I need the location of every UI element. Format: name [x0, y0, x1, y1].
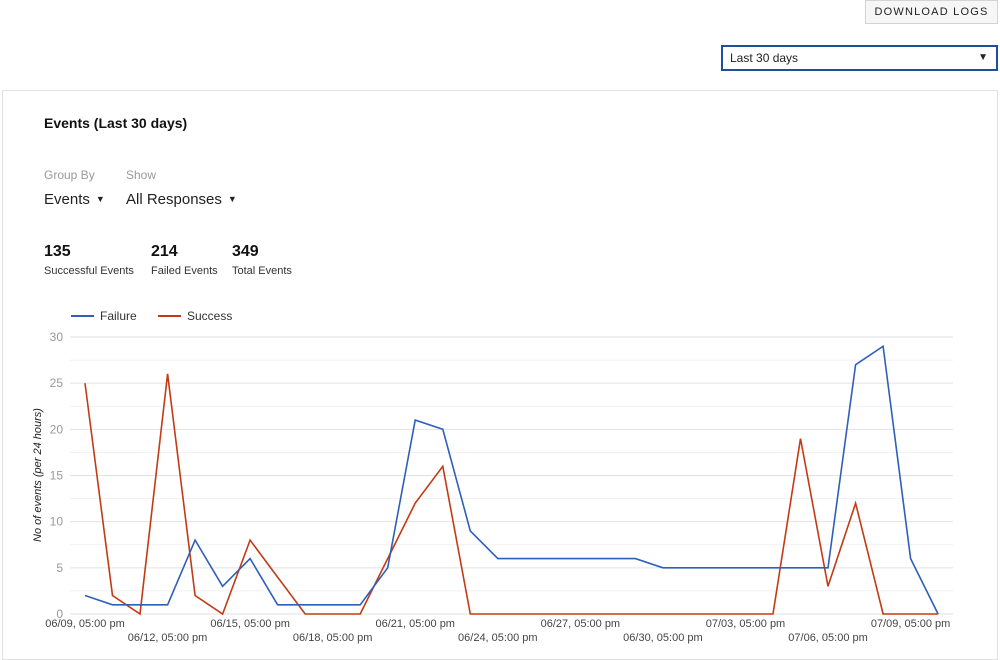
caret-down-icon: ▼: [95, 194, 105, 204]
svg-text:06/30, 05:00 pm: 06/30, 05:00 pm: [623, 632, 703, 644]
download-logs-button[interactable]: DOWNLOAD LOGS: [865, 0, 998, 24]
svg-text:06/24, 05:00 pm: 06/24, 05:00 pm: [458, 632, 538, 644]
svg-text:06/27, 05:00 pm: 06/27, 05:00 pm: [541, 618, 621, 630]
y-axis-label: No of events (per 24 hours): [32, 408, 44, 542]
y-axis-ticks: 0 5 10 15 20 25 30: [50, 330, 64, 621]
svg-text:06/09, 05:00 pm: 06/09, 05:00 pm: [45, 618, 125, 630]
caret-down-icon: ▼: [227, 194, 237, 204]
successful-events-label: Successful Events: [44, 265, 134, 277]
svg-text:30: 30: [50, 330, 64, 344]
group-by-value: Events: [44, 191, 90, 208]
svg-text:07/09, 05:00 pm: 07/09, 05:00 pm: [871, 618, 951, 630]
svg-text:0: 0: [56, 607, 63, 621]
group-by-dropdown[interactable]: Events ▼: [44, 191, 105, 208]
success-line-swatch: [158, 315, 181, 317]
legend-label-success: Success: [187, 309, 233, 323]
show-label: Show: [126, 168, 157, 182]
svg-text:06/15, 05:00 pm: 06/15, 05:00 pm: [210, 618, 290, 630]
failure-series-line: [84, 344, 939, 615]
legend-label-failure: Failure: [100, 309, 137, 323]
svg-text:25: 25: [50, 376, 64, 390]
date-range-select[interactable]: Last 30 days ▼: [721, 45, 998, 71]
total-events-count: 349: [232, 243, 259, 260]
svg-text:10: 10: [50, 515, 64, 529]
legend-item-success[interactable]: Success: [158, 309, 232, 323]
group-by-label: Group By: [44, 168, 95, 182]
failure-line-swatch: [71, 315, 94, 317]
successful-events-count: 135: [44, 243, 71, 260]
success-series-line: [84, 373, 939, 616]
legend-item-failure[interactable]: Failure: [71, 309, 137, 323]
total-events-label: Total Events: [232, 265, 292, 277]
date-range-value: Last 30 days: [730, 51, 799, 65]
failed-events-label: Failed Events: [151, 265, 218, 277]
show-dropdown[interactable]: All Responses ▼: [126, 191, 237, 208]
svg-text:5: 5: [56, 561, 63, 575]
card-title: Events (Last 30 days): [44, 115, 188, 131]
caret-down-icon: ▼: [978, 52, 988, 63]
svg-text:06/18, 05:00 pm: 06/18, 05:00 pm: [293, 632, 373, 644]
svg-text:07/06, 05:00 pm: 07/06, 05:00 pm: [788, 632, 868, 644]
svg-text:20: 20: [50, 422, 64, 436]
failed-events-count: 214: [151, 243, 178, 260]
show-value: All Responses: [126, 191, 222, 208]
svg-text:15: 15: [50, 469, 64, 483]
chart-grid: [70, 336, 953, 615]
svg-text:07/03, 05:00 pm: 07/03, 05:00 pm: [706, 618, 786, 630]
svg-text:06/21, 05:00 pm: 06/21, 05:00 pm: [375, 618, 455, 630]
svg-text:06/12, 05:00 pm: 06/12, 05:00 pm: [128, 632, 208, 644]
